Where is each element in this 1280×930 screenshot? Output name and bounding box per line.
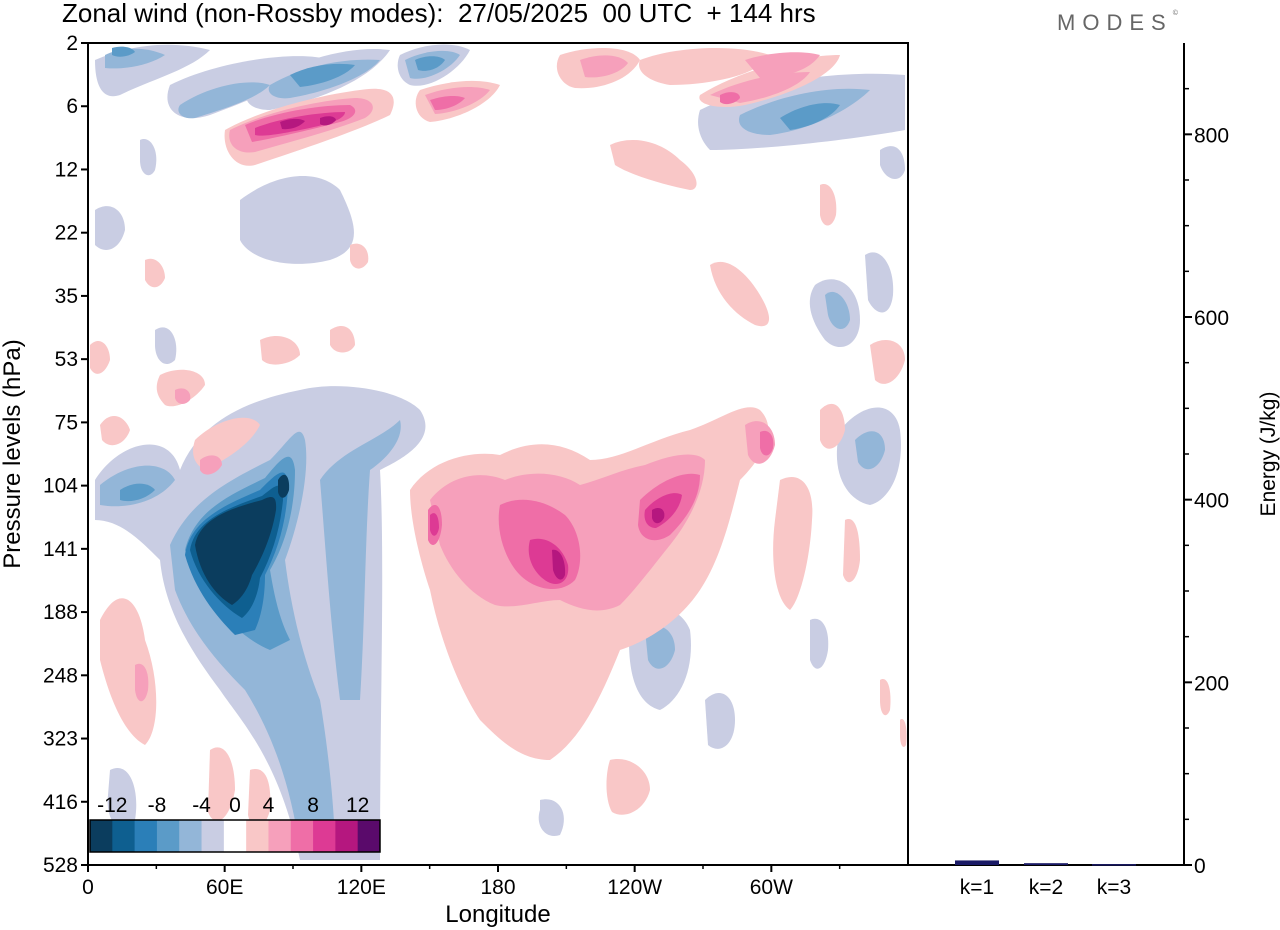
y-tick-label: 75: [55, 411, 78, 434]
colorbar-swatch: [90, 820, 113, 852]
energy-tick-label: 200: [1194, 672, 1229, 695]
x-tick-label: 60E: [206, 876, 243, 899]
bar-category-label: k=1: [960, 876, 994, 899]
colorbar-swatch: [357, 820, 381, 852]
energy-tick-label: 800: [1194, 124, 1229, 147]
bar-category-label: k=2: [1029, 876, 1063, 899]
colorbar-swatch: [223, 820, 247, 852]
y-tick-label: 323: [43, 728, 78, 751]
energy-axis-label: Energy (J/kg): [1257, 392, 1280, 517]
energy-bar-panel: 0 200 400 600 800 k=1 k=2 k=3: [907, 43, 1229, 899]
colorbar-label: -4: [192, 794, 211, 817]
y-axis-label: Pressure levels (hPa): [0, 339, 26, 568]
energy-bar-k=3: [1092, 864, 1136, 866]
colorbar-frame: [89, 819, 381, 853]
colorbar-label: 4: [263, 794, 275, 817]
y-tick-label: 528: [43, 854, 78, 877]
y-tick-label: 12: [55, 158, 78, 181]
energy-tick-label: 600: [1194, 307, 1229, 330]
colorbar-swatch: [246, 820, 269, 852]
colorbar: -12 -8 -4 0 4 8 12: [89, 794, 381, 853]
colorbar-swatch: [112, 820, 136, 852]
x-tick-label: 180: [480, 876, 515, 899]
modes-logo: MODES©: [1057, 10, 1178, 35]
colorbar-swatch: [335, 820, 359, 852]
colorbar-swatch: [134, 820, 158, 852]
colorbar-swatch: [156, 820, 180, 852]
y-tick-label: 141: [43, 538, 78, 561]
colorbar-label: 8: [307, 794, 319, 817]
colorbar-label: -12: [97, 794, 127, 817]
y-tick-label: 35: [55, 285, 78, 308]
colorbar-swatch: [290, 820, 314, 852]
bar-category-label: k=3: [1097, 876, 1131, 899]
logo-text: MODES: [1057, 10, 1173, 35]
colorbar-swatch: [179, 820, 203, 852]
y-tick-label: 6: [66, 95, 78, 118]
zonal-wind-heatmap: [90, 44, 907, 860]
energy-axis: 0 200 400 600 800: [1184, 87, 1229, 878]
x-tick-label: 60W: [750, 876, 793, 899]
colorbar-label: 12: [346, 794, 369, 817]
heatmap-axes: 0 60E 120E 180 120W 60W 2 6 12 22 35 53 75 104 141 188 2…: [43, 32, 841, 899]
y-tick-label: 416: [43, 791, 78, 814]
x-tick-label: 120W: [607, 876, 662, 899]
colorbar-label: -8: [148, 794, 167, 817]
x-axis-label: Longitude: [445, 901, 550, 928]
y-tick-label: 53: [55, 348, 78, 371]
y-tick-label: 188: [43, 601, 78, 624]
colorbar-label: 0: [229, 794, 241, 817]
y-tick-label: 104: [43, 475, 78, 498]
x-tick-label: 0: [82, 876, 94, 899]
chart-title: Zonal wind (non-Rossby modes): 27/05/202…: [62, 0, 816, 28]
colorbar-swatch: [201, 820, 225, 852]
energy-bar-k=2: [1024, 863, 1068, 865]
energy-tick-label: 400: [1194, 490, 1229, 513]
colorbar-swatch: [313, 820, 336, 852]
y-tick-label: 22: [55, 222, 78, 245]
energy-tick-label: 0: [1194, 855, 1206, 878]
energy-bar-k=1: [955, 860, 999, 865]
colorbar-swatch: [268, 820, 292, 852]
x-tick-label: 120E: [337, 876, 386, 899]
y-tick-label: 248: [43, 664, 78, 687]
energy-bars: k=1 k=2 k=3: [955, 860, 1136, 899]
y-tick-label: 2: [66, 32, 78, 55]
